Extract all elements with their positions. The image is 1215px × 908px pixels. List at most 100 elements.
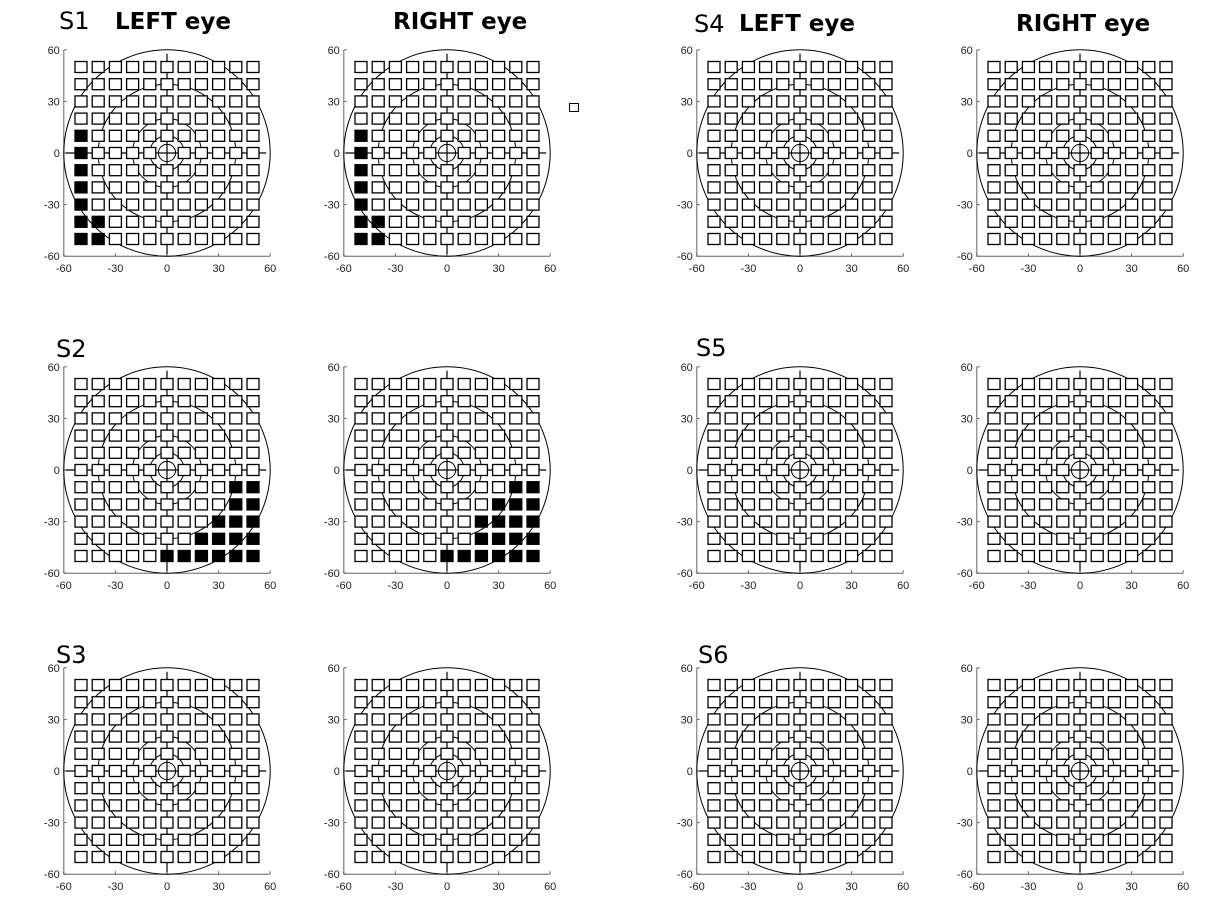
test-point-seen: [1021, 198, 1036, 211]
test-point-missed: [526, 498, 540, 511]
y-tick-label: -60: [44, 568, 60, 580]
test-point-seen: [108, 146, 123, 160]
test-point-seen: [160, 60, 174, 74]
test-point-seen: [776, 481, 790, 494]
test-point-seen: [371, 532, 385, 545]
test-point-seen: [143, 60, 157, 74]
test-point-seen: [1073, 678, 1087, 692]
test-point-seen: [827, 60, 842, 74]
test-point-seen: [74, 446, 88, 459]
test-point-seen: [1142, 850, 1156, 864]
test-point-seen: [1142, 549, 1156, 563]
test-point-seen: [354, 498, 368, 511]
test-point-missed: [194, 549, 209, 563]
test-point-seen: [474, 215, 489, 228]
test-point-seen: [1056, 112, 1070, 125]
test-point-seen: [793, 412, 807, 425]
test-point-seen: [108, 164, 123, 177]
test-point-seen: [211, 696, 226, 709]
x-tick-label: 30: [492, 881, 504, 893]
test-point-seen: [246, 129, 260, 142]
test-point-seen: [1124, 164, 1139, 177]
test-point-seen: [793, 532, 807, 545]
y-tick-label: -60: [957, 869, 973, 881]
test-point-seen: [1124, 850, 1139, 864]
test-point-seen: [371, 412, 385, 425]
y-tick-label: 0: [967, 148, 973, 160]
test-point-seen: [844, 764, 859, 778]
test-point-seen: [405, 481, 420, 494]
test-point-seen: [388, 395, 403, 408]
test-point-seen: [354, 429, 368, 442]
test-point-seen: [827, 377, 842, 391]
test-point-seen: [741, 532, 756, 545]
test-point-seen: [707, 799, 721, 812]
test-point-seen: [211, 429, 226, 442]
test-point-seen: [457, 215, 471, 228]
test-point-seen: [405, 764, 420, 778]
test-point-seen: [987, 395, 1001, 408]
test-point-seen: [229, 60, 243, 74]
test-point-seen: [1038, 764, 1053, 778]
test-point-seen: [707, 95, 721, 108]
subject-label-s3: S3: [56, 641, 87, 669]
test-point-seen: [987, 730, 1001, 743]
test-point-seen: [125, 198, 140, 211]
test-point-seen: [1124, 146, 1139, 160]
test-point-seen: [143, 713, 157, 726]
test-point-seen: [862, 532, 876, 545]
y-tick-label: 0: [687, 148, 693, 160]
test-point-seen: [793, 215, 807, 228]
test-point-seen: [177, 215, 191, 228]
test-point-seen: [810, 215, 824, 228]
test-point-seen: [1021, 713, 1036, 726]
test-point-seen: [440, 395, 454, 408]
test-point-missed: [354, 215, 368, 228]
test-point-seen: [491, 782, 506, 795]
test-point-seen: [246, 799, 260, 812]
test-point-seen: [987, 764, 1001, 778]
test-point-seen: [1073, 95, 1087, 108]
test-point-seen: [1124, 129, 1139, 142]
test-point-seen: [371, 678, 385, 692]
test-point-seen: [125, 833, 140, 846]
test-point-seen: [1159, 78, 1173, 91]
test-point-seen: [125, 112, 140, 125]
test-point-seen: [371, 95, 385, 108]
test-point-seen: [405, 377, 420, 391]
test-point-seen: [125, 377, 140, 391]
test-point-seen: [1021, 146, 1036, 160]
x-tick-label: 60: [1177, 263, 1189, 275]
test-point-seen: [108, 395, 123, 408]
test-point-seen: [423, 747, 437, 760]
test-point-seen: [491, 833, 506, 846]
test-point-missed: [354, 198, 368, 211]
y-tick-label: 0: [967, 465, 973, 477]
test-point-seen: [1159, 678, 1173, 692]
test-point-seen: [143, 129, 157, 142]
test-point-seen: [423, 463, 437, 477]
test-point-seen: [1107, 782, 1122, 795]
test-point-seen: [1021, 678, 1036, 692]
test-point-seen: [707, 782, 721, 795]
test-point-seen: [246, 782, 260, 795]
test-point-seen: [526, 146, 540, 160]
test-point-seen: [1021, 782, 1036, 795]
test-point-seen: [758, 532, 773, 545]
test-point-seen: [1090, 215, 1104, 228]
test-point-seen: [526, 377, 540, 391]
test-point-seen: [211, 78, 226, 91]
test-point-seen: [707, 515, 721, 528]
test-point-seen: [143, 232, 157, 246]
test-point-seen: [491, 463, 506, 477]
test-point-seen: [246, 696, 260, 709]
test-point-seen: [707, 395, 721, 408]
test-point-missed: [371, 215, 385, 228]
test-point-seen: [440, 515, 454, 528]
test-point-seen: [423, 377, 437, 391]
test-point-seen: [405, 198, 420, 211]
test-point-seen: [108, 112, 123, 125]
test-point-seen: [1159, 429, 1173, 442]
test-point-seen: [879, 799, 893, 812]
test-point-missed: [229, 481, 243, 494]
